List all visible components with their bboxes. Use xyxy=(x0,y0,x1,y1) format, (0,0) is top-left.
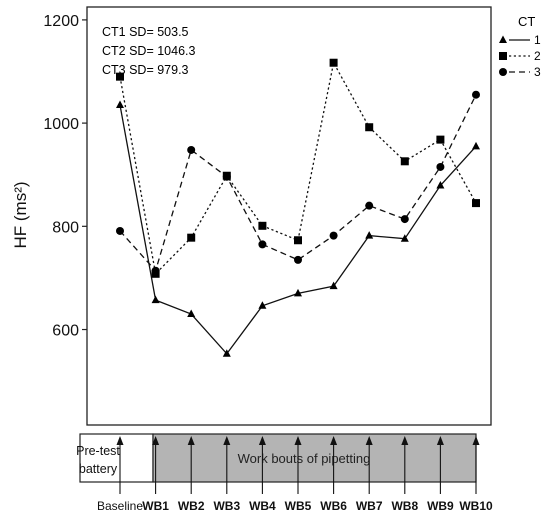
series-3-point xyxy=(294,255,302,264)
series-lines xyxy=(119,60,477,355)
legend: CT 1 2 3 xyxy=(518,14,541,79)
legend-keys xyxy=(499,35,530,76)
x-axis-labels: Baseline WB1 WB2 WB3 WB4 WB5 WB6 WB7 WB8 WB9 WB10 xyxy=(97,499,493,513)
timeline-arrow-head xyxy=(116,436,124,445)
series-2-point xyxy=(258,221,267,230)
series-1-point xyxy=(365,231,374,239)
series-3-point xyxy=(472,90,480,99)
legend-label-2: 2 xyxy=(534,49,541,63)
x-tick-label: WB8 xyxy=(391,499,418,513)
annotation-ct2-sd: CT2 SD= 1046.3 xyxy=(102,44,196,58)
series-1-point xyxy=(329,281,338,290)
timeline-arrow-head xyxy=(365,436,373,445)
y-axis-ticks: 600 800 1000 1200 xyxy=(43,13,87,340)
timeline-arrow-head xyxy=(152,436,160,445)
series-1-point xyxy=(436,181,445,189)
x-tick-label: WB5 xyxy=(285,499,312,513)
legend-label-1: 1 xyxy=(534,33,541,47)
annotation-ct3-sd: CT3 SD= 979.3 xyxy=(102,63,189,77)
y-tick-label: 1000 xyxy=(43,116,79,133)
y-tick-label: 600 xyxy=(52,323,79,340)
series-3-point xyxy=(400,215,409,224)
series-2-point xyxy=(116,72,124,81)
timeline-arrow-head xyxy=(330,436,338,445)
x-tick-label: WB2 xyxy=(178,499,205,513)
timeline-arrow-head xyxy=(472,436,480,445)
x-tick-label: WB6 xyxy=(320,499,347,513)
series-3-point xyxy=(436,162,445,171)
y-axis-label: HF (ms²) xyxy=(11,181,30,248)
timeline: Pre-test battery Work bouts of pipetting xyxy=(76,433,477,483)
legend-title: CT xyxy=(518,14,535,29)
timeline-arrow-head xyxy=(294,436,302,445)
series-3-point xyxy=(187,145,196,154)
work-bouts-label: Work bouts of pipetting xyxy=(238,451,371,466)
series-2-point xyxy=(472,199,480,208)
series-2-point xyxy=(329,58,338,67)
timeline-arrows xyxy=(116,436,480,494)
series-2-point xyxy=(400,157,409,166)
series-3-point xyxy=(151,266,160,275)
series-2-point xyxy=(436,135,445,144)
series-3-point xyxy=(258,240,267,249)
series-1-point xyxy=(116,100,124,109)
plot-frame xyxy=(86,6,492,426)
legend-marker-2 xyxy=(499,52,507,60)
series-2-point xyxy=(294,236,302,245)
series-3-line xyxy=(119,94,477,273)
series-1-point xyxy=(222,349,231,357)
series-1-point xyxy=(258,301,267,309)
y-tick-label: 800 xyxy=(52,219,79,236)
legend-label-3: 3 xyxy=(534,65,541,79)
x-tick-label: WB10 xyxy=(459,499,493,513)
series-1-point xyxy=(187,309,196,318)
baseline-box-label-line1: Pre-test xyxy=(76,444,120,458)
series-2-point xyxy=(187,233,196,242)
x-tick-label: Baseline xyxy=(97,499,143,513)
x-tick-label: WB1 xyxy=(142,499,169,513)
series-3-point xyxy=(116,226,124,235)
annotation-ct1-sd: CT1 SD= 503.5 xyxy=(102,25,189,39)
baseline-box-label-line2: battery xyxy=(79,462,118,476)
series-3-point xyxy=(222,172,231,181)
series-3-point xyxy=(365,201,374,210)
series-3-point xyxy=(329,231,338,240)
series-1-point xyxy=(472,141,480,150)
x-tick-label: WB9 xyxy=(427,499,454,513)
x-tick-label: WB3 xyxy=(213,499,240,513)
timeline-arrow-head xyxy=(223,436,231,445)
series-markers xyxy=(116,58,480,357)
series-1-point xyxy=(400,234,409,242)
series-2-point xyxy=(365,123,374,132)
x-tick-label: WB7 xyxy=(356,499,383,513)
timeline-arrow-head xyxy=(187,436,195,445)
y-tick-label: 1200 xyxy=(43,13,79,30)
timeline-arrow-head xyxy=(436,436,444,445)
work-bouts-box xyxy=(152,433,477,483)
series-1-point xyxy=(294,288,302,297)
series-2-line xyxy=(119,60,477,276)
timeline-arrow-head xyxy=(401,436,409,445)
legend-marker-3 xyxy=(499,68,507,76)
baseline-box xyxy=(79,433,154,483)
legend-marker-1 xyxy=(499,35,507,43)
x-tick-label: WB4 xyxy=(249,499,276,513)
series-1-line xyxy=(119,104,477,355)
timeline-arrow-head xyxy=(258,436,266,445)
series-1-point xyxy=(151,295,160,304)
